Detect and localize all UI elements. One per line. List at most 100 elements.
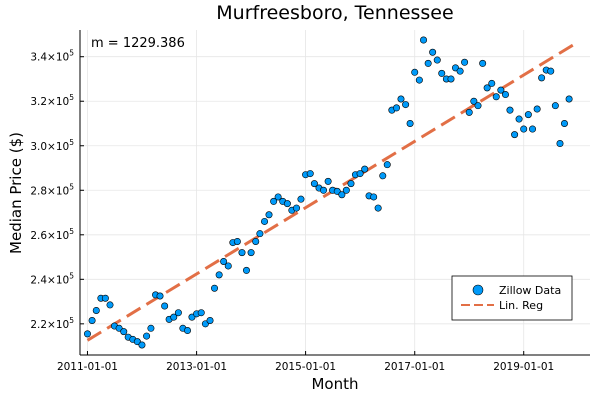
data-point — [547, 67, 555, 75]
data-point — [338, 191, 346, 199]
data-point — [529, 125, 537, 133]
legend: Zillow Data Lin. Reg — [451, 275, 573, 321]
y-tick-label: 2.6×105 — [30, 227, 74, 242]
data-point — [456, 67, 464, 75]
data-point — [551, 102, 559, 110]
data-point — [261, 217, 269, 225]
data-point — [370, 193, 378, 201]
y-tick-label: 3.2×105 — [30, 93, 74, 108]
data-point — [406, 119, 414, 127]
x-axis-label: Month — [311, 375, 358, 393]
data-point — [538, 74, 546, 82]
data-point — [156, 292, 164, 300]
legend-marker-scatter — [472, 284, 484, 296]
data-point — [242, 266, 250, 274]
y-tick-label: 3.0×105 — [30, 138, 74, 153]
data-point — [143, 332, 151, 340]
data-point — [461, 58, 469, 66]
data-point — [483, 84, 491, 92]
y-tick-label: 2.4×105 — [30, 271, 74, 286]
data-point — [138, 341, 146, 349]
data-point — [206, 316, 214, 324]
data-point — [492, 93, 500, 101]
data-point — [270, 197, 278, 205]
data-point — [238, 249, 246, 257]
data-point — [324, 177, 332, 185]
data-point — [220, 258, 228, 266]
legend-box — [451, 275, 573, 321]
data-point — [83, 330, 91, 338]
data-point — [479, 59, 487, 67]
slope-annotation: m = 1229.386 — [91, 36, 185, 51]
data-point — [161, 302, 169, 310]
data-point — [310, 180, 318, 188]
chart-title: Murfreesboro, Tennessee — [216, 2, 453, 24]
data-point — [565, 95, 573, 103]
data-point — [101, 294, 109, 302]
data-point — [497, 86, 505, 94]
data-point — [92, 306, 100, 314]
data-point — [383, 161, 391, 169]
data-point — [88, 316, 96, 324]
data-point — [297, 195, 305, 203]
data-point — [501, 91, 509, 99]
data-point — [170, 313, 178, 321]
x-tick-label: 2017-01-01 — [384, 361, 445, 373]
legend-label-scatter: Zillow Data — [499, 284, 561, 297]
data-point — [256, 230, 264, 238]
data-point — [402, 101, 410, 109]
data-point — [215, 271, 223, 279]
data-point — [515, 115, 523, 123]
data-point — [506, 106, 514, 114]
legend-label-line: Lin. Reg — [499, 299, 543, 312]
data-point — [393, 104, 401, 112]
data-point — [233, 237, 241, 245]
data-point — [347, 180, 355, 188]
data-point — [306, 170, 314, 178]
data-point — [424, 59, 432, 67]
data-point — [374, 204, 382, 212]
data-point — [320, 186, 328, 194]
data-point — [420, 36, 428, 44]
x-tick-label: 2015-01-01 — [275, 361, 336, 373]
y-tick-label: 3.4×105 — [30, 49, 74, 64]
scatter-points — [83, 36, 573, 349]
data-point — [511, 131, 519, 139]
x-tick-label: 2013-01-01 — [166, 361, 227, 373]
data-point — [197, 309, 205, 317]
data-point — [247, 249, 255, 257]
data-point — [120, 328, 128, 336]
data-point — [283, 200, 291, 208]
x-tick-label: 2011-01-01 — [57, 361, 118, 373]
ticks: 2011-01-01 2013-01-01 2015-01-01 2017-01-01… — [30, 49, 554, 373]
data-point — [274, 193, 282, 201]
data-point — [415, 76, 423, 84]
data-point — [342, 186, 350, 194]
data-point — [174, 309, 182, 317]
data-point — [560, 119, 568, 127]
data-point — [488, 79, 496, 87]
data-point — [520, 125, 528, 133]
data-point — [474, 102, 482, 110]
data-point — [183, 327, 191, 335]
data-point — [292, 204, 300, 212]
data-point — [252, 237, 260, 245]
y-tick-label: 2.2×105 — [30, 316, 74, 331]
data-point — [379, 172, 387, 180]
x-tick-label: 2019-01-01 — [493, 361, 554, 373]
data-point — [438, 69, 446, 77]
data-point — [397, 95, 405, 103]
data-point — [147, 324, 155, 332]
data-point — [361, 165, 369, 173]
data-point — [524, 111, 532, 119]
data-point — [211, 284, 219, 292]
y-axis-label: Median Price ($) — [7, 132, 25, 254]
data-point — [556, 140, 564, 148]
data-point — [465, 108, 473, 116]
data-point — [411, 68, 419, 76]
data-point — [447, 75, 455, 83]
axes — [79, 30, 590, 356]
data-point — [433, 56, 441, 64]
data-point — [265, 211, 273, 219]
data-point — [224, 262, 232, 270]
